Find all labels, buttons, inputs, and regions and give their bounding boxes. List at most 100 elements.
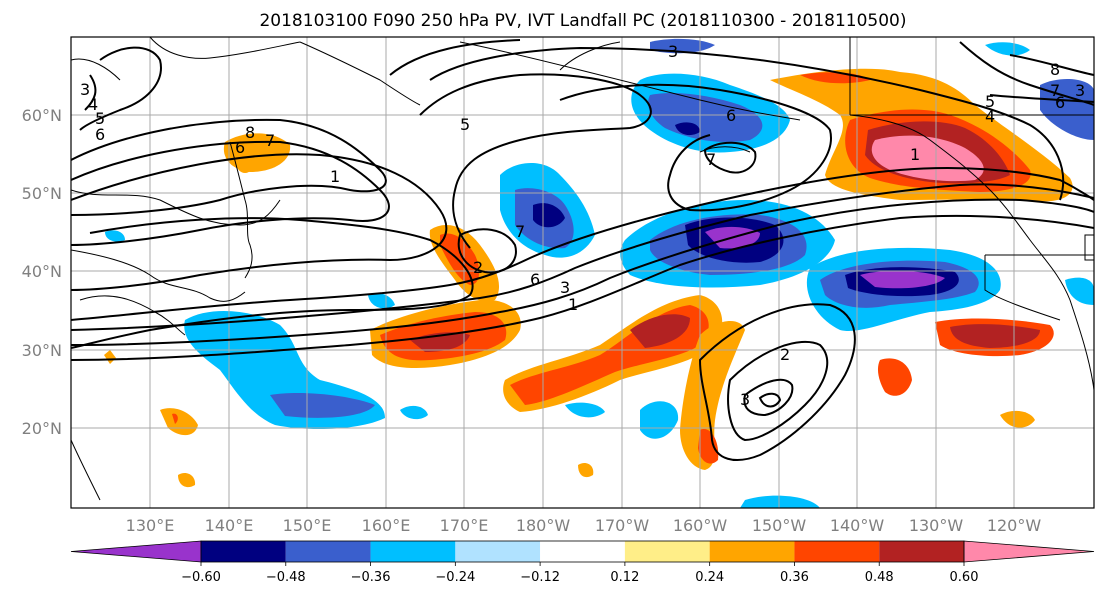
lon-label: 180°W xyxy=(516,516,571,535)
positive-anomaly-region xyxy=(578,463,594,478)
contour-label: 2 xyxy=(780,345,790,364)
contour-label: 6 xyxy=(726,106,736,125)
positive-anomaly-region xyxy=(1000,410,1035,428)
negative-anomaly-region xyxy=(860,270,945,289)
colorbar-segment xyxy=(455,541,541,562)
lon-label: 130°E xyxy=(126,516,175,535)
colorbar-segment xyxy=(709,541,795,562)
lat-label: 30°N xyxy=(22,341,62,360)
positive-anomaly-region xyxy=(877,358,912,396)
contour-line xyxy=(457,228,517,274)
colorbar-segment xyxy=(794,541,880,562)
contour-line xyxy=(71,118,387,216)
colorbar-segment xyxy=(624,541,710,562)
positive-anomaly-region xyxy=(172,413,178,424)
contour-label: 7 xyxy=(706,150,716,169)
contour-label: 8 xyxy=(1050,60,1060,79)
negative-anomaly-region xyxy=(270,393,375,418)
positive-anomaly-region xyxy=(178,473,196,488)
ivt-contours xyxy=(71,39,1094,461)
contour-label: 3 xyxy=(740,390,750,409)
colorbar-segment xyxy=(963,540,1095,563)
negative-anomaly-region xyxy=(400,405,428,420)
colorbar: −0.60 −0.48 −0.36 −0.24 −0.12 0.12 0.24 0.36 0.4… xyxy=(70,540,1095,585)
contour-line xyxy=(71,140,390,246)
colorbar-segment xyxy=(70,540,202,563)
contour-label: 2 xyxy=(473,258,483,277)
contour-line xyxy=(703,141,757,174)
contour-line xyxy=(84,74,97,111)
colorbar-label: 0.12 xyxy=(610,570,639,585)
colorbar-label: −0.48 xyxy=(266,570,306,585)
colorbar-label: 0.24 xyxy=(695,570,724,585)
lat-label: 20°N xyxy=(22,419,62,438)
negative-anomaly-region xyxy=(1065,277,1094,305)
negative-anomaly-region xyxy=(533,203,565,228)
figure-title: 2018103100 F090 250 hPa PV, IVT Landfall… xyxy=(259,11,906,31)
negative-anomaly-region xyxy=(105,230,125,242)
contour-label: 3 xyxy=(560,278,570,297)
lon-label: 150°W xyxy=(752,516,807,535)
contour-label: 3 xyxy=(668,42,678,61)
colorbar-label: −0.24 xyxy=(435,570,475,585)
contour-line xyxy=(71,153,448,291)
contour-line xyxy=(959,41,1094,106)
contour-line xyxy=(71,183,1094,331)
colorbar-segment xyxy=(879,541,964,562)
contour-label: 1 xyxy=(910,145,920,164)
colorbar-outline xyxy=(200,540,965,563)
colorbar-label: −0.36 xyxy=(351,570,391,585)
negative-anomaly-region xyxy=(1040,78,1094,140)
colorbar-label: 0.60 xyxy=(950,570,979,585)
colorbar-segment xyxy=(540,541,625,562)
contour-label: 3 xyxy=(1075,81,1085,100)
contour-label: 3 xyxy=(80,80,90,99)
contour-label: 6 xyxy=(235,138,245,157)
positive-anomaly-region xyxy=(698,429,719,464)
colorbar-label: 0.48 xyxy=(865,570,894,585)
contour-line xyxy=(71,217,474,349)
contour-label: 6 xyxy=(1055,93,1065,112)
negative-anomaly-region xyxy=(675,122,700,136)
contour-line xyxy=(727,340,829,442)
contour-line xyxy=(71,214,1094,361)
contour-line xyxy=(559,83,832,212)
coastlines xyxy=(71,37,1094,501)
colorbar-label: −0.12 xyxy=(520,570,560,585)
contour-line xyxy=(1009,54,1094,76)
contour-line xyxy=(989,94,1094,103)
contour-line xyxy=(79,46,162,131)
lon-label: 170°W xyxy=(595,516,650,535)
contour-label: 7 xyxy=(515,222,525,241)
contour-label: 6 xyxy=(530,270,540,289)
positive-anomaly-region xyxy=(104,350,116,364)
contour-label: 6 xyxy=(95,125,105,144)
lat-label: 50°N xyxy=(22,184,62,203)
contour-line xyxy=(429,46,1065,201)
negative-anomaly-region xyxy=(985,42,1030,56)
contour-label: 8 xyxy=(245,123,255,142)
contour-label: 5 xyxy=(985,92,995,111)
contour-label: 1 xyxy=(568,295,578,314)
contour-line xyxy=(419,73,652,249)
colorbar-segment xyxy=(285,541,371,562)
lon-label: 160°E xyxy=(362,516,411,535)
negative-anomaly-region xyxy=(565,402,605,418)
lon-label: 150°E xyxy=(283,516,332,535)
lon-label: 170°E xyxy=(440,516,489,535)
contour-label: 7 xyxy=(1050,81,1060,100)
colorbar-label: −0.60 xyxy=(181,570,221,585)
lon-label: 140°E xyxy=(205,516,254,535)
contour-label: 1 xyxy=(330,167,340,186)
positive-anomaly-region xyxy=(440,233,480,285)
latitude-labels: 60°N 50°N 40°N 30°N 20°N xyxy=(22,106,62,438)
contour-line xyxy=(758,392,782,408)
colorbar-segment xyxy=(201,541,286,562)
positive-anomaly-region xyxy=(630,314,690,348)
negative-anomaly-region xyxy=(740,495,820,508)
negative-anomaly-region xyxy=(648,93,763,142)
contour-line xyxy=(71,198,1094,346)
contour-label: 7 xyxy=(265,131,275,150)
contour-label: 4 xyxy=(985,107,995,126)
